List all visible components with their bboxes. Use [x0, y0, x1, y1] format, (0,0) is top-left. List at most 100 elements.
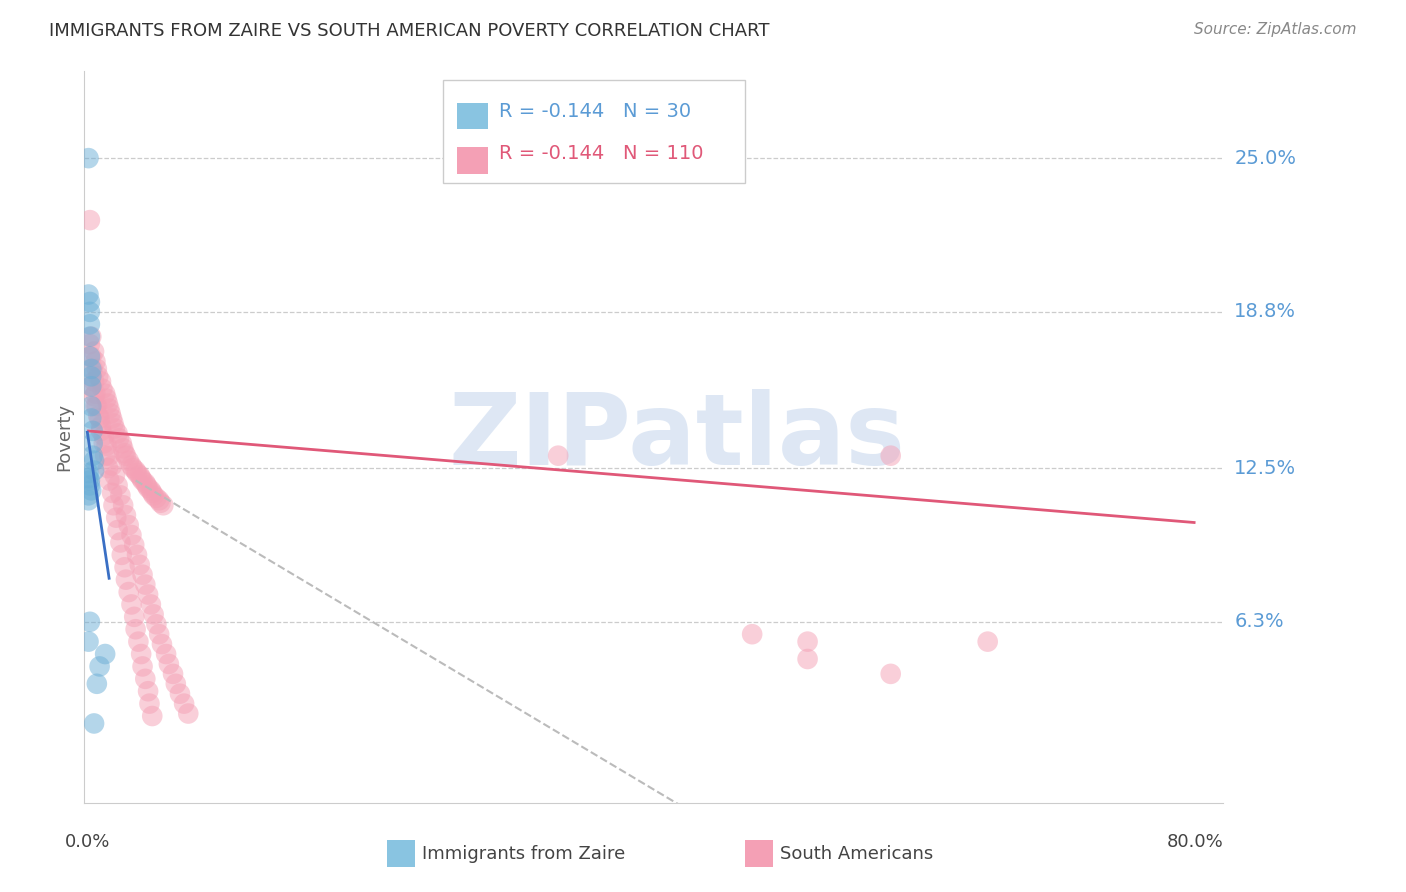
Point — [98, 474, 121, 488]
Text: R = -0.144   N = 110: R = -0.144 N = 110 — [499, 144, 703, 163]
Point — [83, 389, 105, 403]
Point — [127, 634, 149, 648]
Point — [80, 329, 103, 343]
Point — [136, 588, 159, 602]
Text: 80.0%: 80.0% — [1167, 833, 1223, 851]
Point — [149, 496, 172, 510]
Point — [100, 407, 122, 421]
Point — [90, 374, 112, 388]
Point — [80, 399, 103, 413]
Point — [98, 401, 121, 416]
Point — [115, 449, 138, 463]
Point — [148, 493, 170, 508]
Point — [547, 449, 569, 463]
Point — [83, 344, 105, 359]
Point — [107, 523, 129, 537]
Text: South Americans: South Americans — [780, 845, 934, 863]
Point — [80, 411, 103, 425]
Point — [118, 518, 141, 533]
Point — [118, 453, 141, 467]
Point — [131, 567, 153, 582]
Point — [77, 466, 100, 480]
Point — [122, 610, 145, 624]
Point — [139, 483, 162, 498]
Point — [155, 647, 177, 661]
Point — [90, 424, 112, 438]
Y-axis label: Poverty: Poverty — [55, 403, 73, 471]
Text: 18.8%: 18.8% — [1234, 302, 1296, 321]
Point — [94, 386, 117, 401]
Point — [128, 558, 150, 572]
Point — [79, 305, 101, 319]
Point — [94, 647, 117, 661]
Point — [83, 464, 105, 478]
Point — [80, 379, 103, 393]
Point — [83, 716, 105, 731]
Point — [105, 510, 128, 524]
Point — [97, 461, 120, 475]
Point — [115, 508, 138, 523]
Point — [79, 350, 101, 364]
Point — [165, 677, 187, 691]
Point — [121, 458, 143, 473]
Point — [101, 486, 124, 500]
Point — [134, 672, 156, 686]
Point — [80, 379, 103, 393]
Point — [80, 350, 103, 364]
Point — [97, 396, 120, 410]
Text: IMMIGRANTS FROM ZAIRE VS SOUTH AMERICAN POVERTY CORRELATION CHART: IMMIGRANTS FROM ZAIRE VS SOUTH AMERICAN … — [49, 22, 769, 40]
Point — [77, 493, 100, 508]
Point — [93, 429, 115, 443]
Point — [141, 486, 163, 500]
Point — [131, 659, 153, 673]
Point — [83, 374, 105, 388]
Point — [141, 709, 163, 723]
Point — [177, 706, 200, 721]
Point — [152, 498, 174, 512]
Point — [82, 424, 104, 438]
Point — [82, 449, 104, 463]
Point — [79, 337, 101, 351]
Point — [80, 483, 103, 498]
Point — [124, 622, 146, 636]
Point — [121, 528, 143, 542]
Point — [77, 488, 100, 502]
Point — [89, 659, 111, 673]
Point — [129, 647, 152, 661]
Point — [169, 687, 191, 701]
Point — [110, 535, 132, 549]
Point — [125, 548, 148, 562]
Point — [148, 627, 170, 641]
Point — [91, 382, 114, 396]
Point — [77, 471, 100, 485]
Point — [84, 354, 107, 368]
Point — [121, 598, 143, 612]
Point — [112, 442, 135, 456]
Point — [104, 421, 127, 435]
Point — [86, 399, 108, 413]
Point — [103, 417, 125, 431]
Point — [142, 488, 165, 502]
Point — [880, 666, 903, 681]
Point — [122, 538, 145, 552]
Text: 6.3%: 6.3% — [1234, 612, 1284, 632]
Point — [77, 287, 100, 301]
Point — [111, 436, 134, 450]
Point — [796, 634, 818, 648]
Point — [138, 697, 160, 711]
Point — [87, 409, 110, 423]
Point — [79, 478, 101, 492]
Point — [79, 213, 101, 227]
Point — [150, 637, 173, 651]
Point — [96, 392, 118, 406]
Point — [796, 652, 818, 666]
Point — [107, 478, 129, 492]
Point — [741, 627, 763, 641]
Point — [79, 318, 101, 332]
Point — [115, 573, 138, 587]
Text: ZIPatlas: ZIPatlas — [449, 389, 905, 485]
Point — [89, 411, 111, 425]
Point — [80, 369, 103, 384]
Point — [108, 431, 131, 445]
Point — [976, 634, 998, 648]
